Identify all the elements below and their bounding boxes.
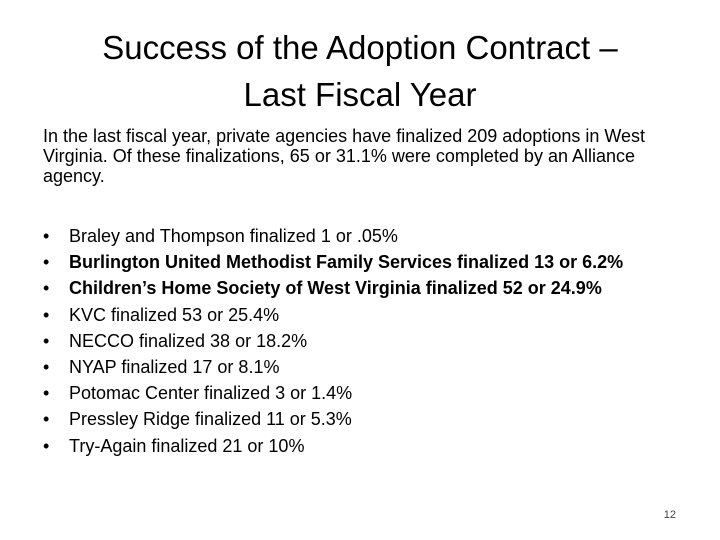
page-number: 12 [663,509,676,521]
bullet-text: NECCO finalized 38 or 18.2% [69,330,308,351]
slide-title-line-1: Success of the Adoption Contract – [102,29,618,66]
bullet-icon: • [43,252,50,273]
bullet-item: • Children’s Home Society of West Virgin… [43,275,703,301]
slide-title: Success of the Adoption Contract – Last … [40,24,680,118]
bullet-text: Children’s Home Society of West Virginia… [69,278,602,299]
bullet-item: • Pressley Ridge finalized 11 or 5.3% [43,406,703,432]
bullet-item: • NYAP finalized 17 or 8.1% [43,354,703,380]
bullet-item: • KVC finalized 53 or 25.4% [43,302,703,328]
bullet-item: • Braley and Thompson finalized 1 or .05… [43,223,703,249]
bullet-item: • Try-Again finalized 21 or 10% [43,433,703,459]
bullet-text: KVC finalized 53 or 25.4% [69,304,280,325]
agency-bullet-list: • Braley and Thompson finalized 1 or .05… [43,223,703,459]
bullet-icon: • [43,357,50,378]
intro-paragraph: In the last fiscal year, private agencie… [43,126,646,186]
bullet-item: • Burlington United Methodist Family Ser… [43,249,703,275]
bullet-text: NYAP finalized 17 or 8.1% [69,357,280,378]
bullet-icon: • [43,226,50,246]
bullet-item: • NECCO finalized 38 or 18.2% [43,328,703,354]
bullet-icon: • [43,383,50,404]
bullet-text: Braley and Thompson finalized 1 or .05% [69,226,398,246]
bullet-icon: • [43,278,50,299]
bullet-text: Potomac Center finalized 3 or 1.4% [69,383,353,404]
bullet-text: Try-Again finalized 21 or 10% [69,435,305,456]
slide-title-line-2: Last Fiscal Year [243,76,477,113]
bullet-text: Pressley Ridge finalized 11 or 5.3% [69,409,352,430]
bullet-icon: • [43,435,50,456]
bullet-item: • Potomac Center finalized 3 or 1.4% [43,380,703,406]
bullet-icon: • [43,409,50,430]
bullet-text: Burlington United Methodist Family Servi… [69,252,624,273]
bullet-icon: • [43,330,50,351]
bullet-icon: • [43,304,50,325]
